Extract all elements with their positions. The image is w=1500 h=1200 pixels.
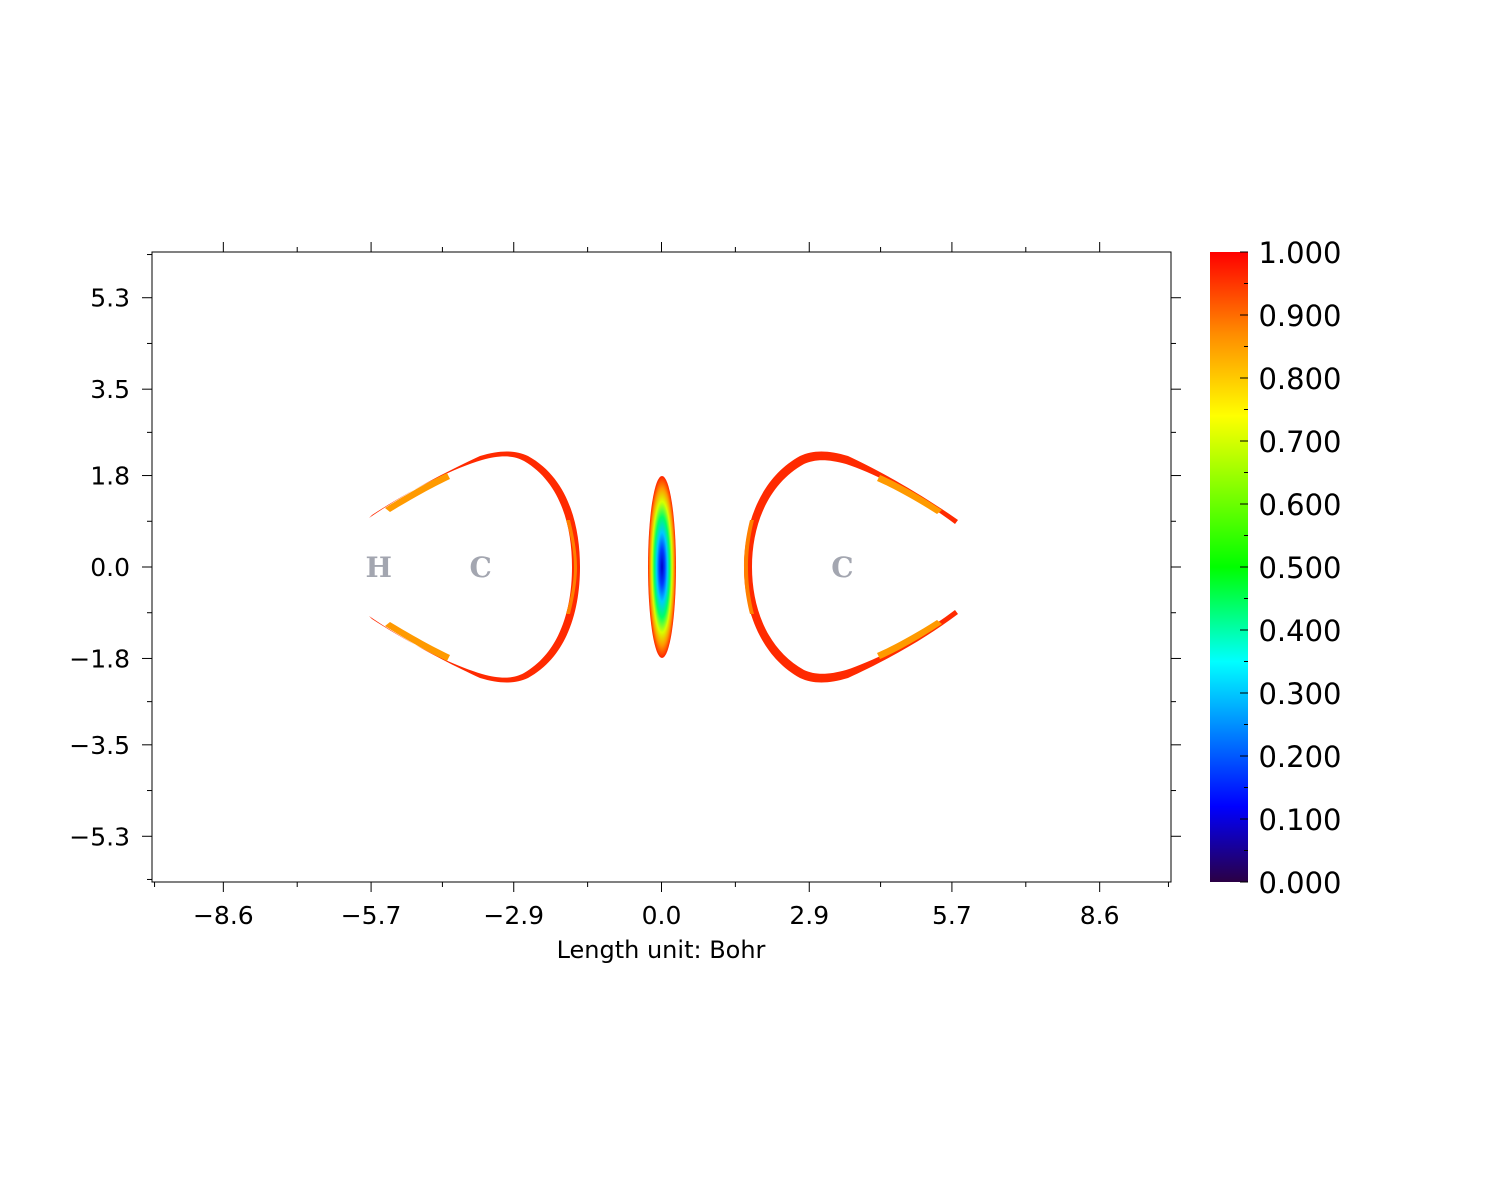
- colorbar-label: 0.700: [1258, 425, 1341, 459]
- y-tick-label: −1.8: [69, 644, 130, 673]
- y-tick-label: 0.0: [90, 553, 130, 582]
- colorbar-label: 0.600: [1258, 488, 1341, 522]
- x-axis-label: Length unit: Bohr: [557, 936, 766, 964]
- colorbar-label: 0.000: [1258, 866, 1341, 900]
- x-tick-label: 2.9: [789, 901, 829, 930]
- colorbar-label: 0.800: [1258, 362, 1341, 396]
- x-tick-label: −2.9: [483, 901, 544, 930]
- left-lobe-lower-band: [385, 622, 450, 661]
- x-tick-label: −5.7: [341, 901, 402, 930]
- center-contour-ellipse: [648, 476, 676, 658]
- colorbar-label: 0.500: [1258, 551, 1341, 585]
- x-tick-label: −8.6: [193, 901, 254, 930]
- atom-label-c: C: [831, 551, 853, 584]
- colorbar-label: 0.300: [1258, 677, 1341, 711]
- left-lobe-inner-band: [566, 520, 577, 614]
- x-axis-ticks: −8.6 −5.7 −2.9 0.0 2.9 5.7 8.6: [154, 242, 1169, 930]
- atom-label-c: C: [469, 551, 491, 584]
- contour-regions: [369, 451, 958, 683]
- x-tick-label: 0.0: [642, 901, 682, 930]
- y-tick-label: −5.3: [69, 822, 130, 851]
- colorbar-label: 0.100: [1258, 803, 1341, 837]
- x-tick-label: 5.7: [932, 901, 972, 930]
- colorbar-ticks: 1.000 0.900 0.800 0.700 0.600 0.500 0.400 0.300…: [1240, 236, 1342, 900]
- x-tick-label: 8.6: [1080, 901, 1120, 930]
- y-axis-ticks: 5.3 3.5 1.8 0.0 −1.8 −3.5 −5.3: [69, 254, 1181, 880]
- y-tick-label: 1.8: [90, 462, 130, 491]
- y-tick-label: −3.5: [69, 731, 130, 760]
- colorbar-label: 1.000: [1258, 236, 1341, 270]
- colorbar-label: 0.200: [1258, 740, 1341, 774]
- colorbar-label: 0.900: [1258, 299, 1341, 333]
- atom-label-h: H: [365, 551, 391, 584]
- y-tick-label: 5.3: [90, 284, 130, 313]
- colorbar-label: 0.400: [1258, 614, 1341, 648]
- right-lobe-upper-band: [877, 475, 942, 514]
- y-tick-label: 3.5: [90, 375, 130, 404]
- right-lobe-inner-band: [744, 520, 754, 614]
- left-lobe-upper-band: [385, 473, 450, 512]
- right-lobe-lower-band: [877, 620, 942, 659]
